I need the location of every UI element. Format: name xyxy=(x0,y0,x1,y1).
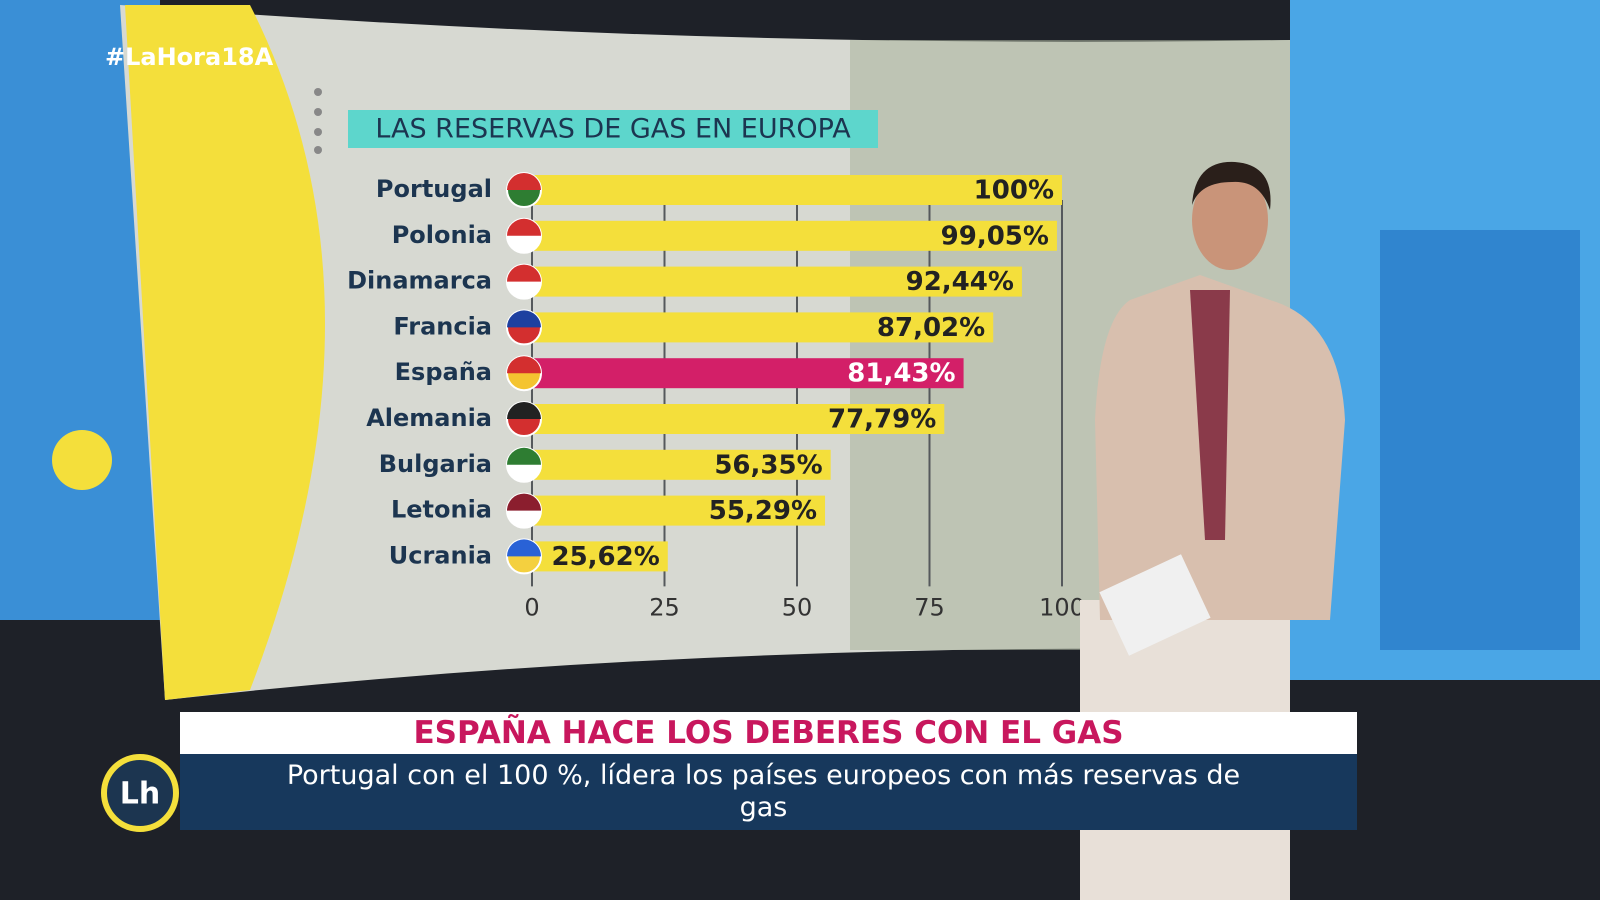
x-tick-label: 50 xyxy=(782,593,813,621)
y-tick-label: Bulgaria xyxy=(379,450,492,478)
flag-part xyxy=(507,493,541,511)
shirt xyxy=(1190,290,1230,540)
bar xyxy=(532,220,1057,251)
flag-part xyxy=(507,310,541,328)
value-label: 56,35% xyxy=(714,450,822,480)
y-tick-label: Ucrania xyxy=(389,541,492,569)
cards xyxy=(1099,554,1211,656)
x-tick-label: 0 xyxy=(524,593,539,621)
bar xyxy=(532,266,1022,297)
flag-part xyxy=(507,173,541,190)
chart-title: LAS RESERVAS DE GAS EN EUROPA xyxy=(375,114,851,145)
headline: ESPAÑA HACE LOS DEBERES CON EL GAS xyxy=(180,712,1357,754)
x-tick-label: 100 xyxy=(1039,593,1085,621)
logo-text: Lh xyxy=(120,777,160,812)
yellow-dot xyxy=(52,430,112,490)
right-screen-shade xyxy=(1380,230,1580,650)
subtitle: Portugal con el 100 %, lídera los países… xyxy=(180,754,1357,830)
head xyxy=(1192,170,1268,270)
y-tick-label: Letonia xyxy=(391,496,492,524)
y-tick-label: Alemania xyxy=(366,404,492,432)
value-label: 100% xyxy=(974,176,1054,206)
logo xyxy=(101,754,179,832)
bar xyxy=(532,358,964,389)
chart: 0 25 50 75 100 Portugal 100% Polonia 99,05% Dinam… xyxy=(347,172,1085,621)
bar xyxy=(532,175,1062,205)
dot xyxy=(314,88,322,96)
value-label: 87,02% xyxy=(877,313,985,343)
value-label: 81,43% xyxy=(847,359,955,389)
y-tick-label: Dinamarca xyxy=(347,267,492,295)
hair xyxy=(1192,161,1271,210)
y-tick-label: Francia xyxy=(393,312,492,340)
x-tick-label: 75 xyxy=(914,593,945,621)
flag-part xyxy=(507,402,541,419)
hashtag: #LaHora18A xyxy=(105,43,274,71)
value-label: 25,62% xyxy=(551,542,659,572)
flag-part xyxy=(507,356,541,374)
y-tick-label: España xyxy=(395,358,492,386)
dot xyxy=(314,128,322,136)
dot xyxy=(314,146,322,154)
title-box xyxy=(348,110,878,148)
bar xyxy=(532,449,831,480)
flag-part xyxy=(507,447,541,465)
bar xyxy=(532,312,994,343)
y-tick-label: Polonia xyxy=(392,221,492,249)
flag-part xyxy=(507,218,541,236)
value-label: 55,29% xyxy=(709,496,817,526)
yellow-shape xyxy=(125,5,325,700)
x-tick-label: 25 xyxy=(649,593,680,621)
value-label: 92,44% xyxy=(906,267,1014,297)
bar xyxy=(532,404,945,434)
dot xyxy=(314,108,322,116)
value-label: 77,79% xyxy=(828,405,936,435)
flag-part xyxy=(507,264,541,282)
flag-part xyxy=(507,539,541,557)
bar xyxy=(532,541,668,572)
value-label: 99,05% xyxy=(941,221,1049,251)
y-tick-label: Portugal xyxy=(376,175,492,203)
bar xyxy=(532,495,826,526)
